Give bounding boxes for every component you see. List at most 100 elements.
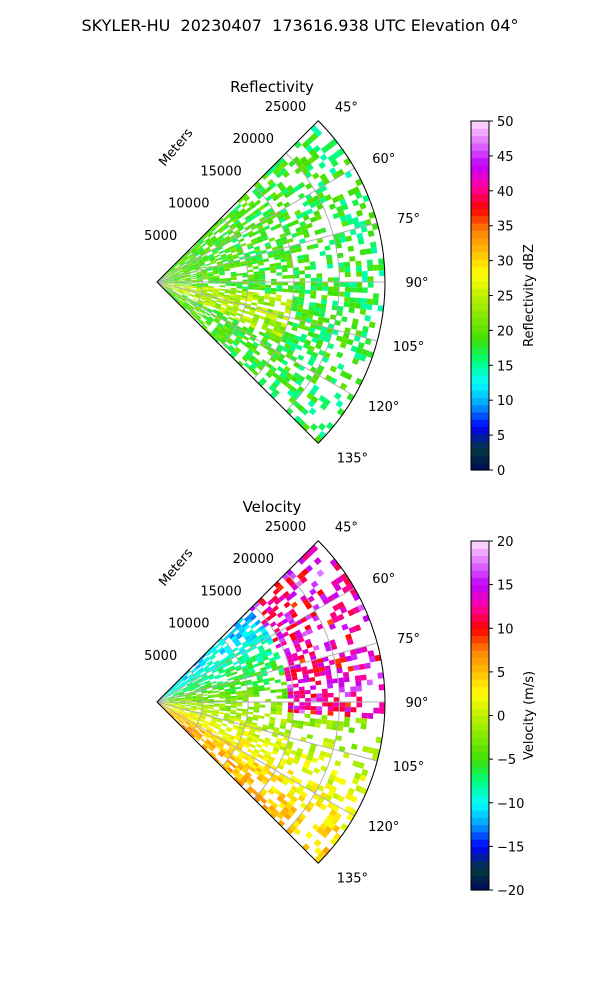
colorbar-tick-label: 30 xyxy=(497,255,514,270)
colorbar-segment xyxy=(471,824,489,833)
azimuth-tick-label: 45° xyxy=(335,101,358,116)
colorbar-segment xyxy=(471,375,489,384)
range-tick-label: 15000 xyxy=(200,164,241,179)
sector-frame xyxy=(156,120,386,444)
colorbar-segment xyxy=(471,266,489,275)
colorbar-segment xyxy=(471,613,489,622)
colorbar-segment xyxy=(471,860,489,869)
colorbar-tick-label: 20 xyxy=(497,535,514,550)
range-tick-label: 10000 xyxy=(168,617,209,632)
colorbar-segment xyxy=(471,244,489,253)
colorbar-segment xyxy=(471,179,489,188)
colorbar-segment xyxy=(471,839,489,847)
range-tick-label: 5000 xyxy=(144,649,177,664)
colorbar-tick-label: 50 xyxy=(497,115,514,130)
colorbar-segment xyxy=(471,230,489,238)
colorbar-tick-label: 45 xyxy=(497,150,514,165)
colorbar-segment xyxy=(471,273,489,282)
colorbar-segment xyxy=(471,773,489,782)
azimuth-tick-label: 135° xyxy=(337,451,368,466)
azimuth-tick-label: 75° xyxy=(397,632,420,647)
colorbar: −20 −15 −10 −5 0 5 10 15 20 Velocity (m/s) xyxy=(470,535,537,899)
colorbar-tick-label: −15 xyxy=(497,840,524,855)
colorbar-segment xyxy=(471,455,489,464)
colorbar-segment xyxy=(471,397,489,406)
colorbar-segment xyxy=(471,419,489,427)
colorbar-tick-label: −20 xyxy=(497,884,524,899)
colorbar-segment xyxy=(471,171,489,180)
colorbar-segment xyxy=(471,295,489,304)
colorbar-segment xyxy=(471,628,489,637)
colorbar-tick-label: 20 xyxy=(497,324,514,339)
azimuth-tick-label: 105° xyxy=(393,340,424,355)
azimuth-tick-label: 120° xyxy=(368,820,399,835)
colorbar-segment xyxy=(471,310,489,318)
colorbar-tick-label: 10 xyxy=(497,394,514,409)
colorbar-segment xyxy=(471,448,489,457)
colorbar-tick-label: 35 xyxy=(497,220,514,235)
colorbar-segment xyxy=(471,317,489,326)
colorbar-segment xyxy=(471,215,489,224)
colorbar-segment xyxy=(471,744,489,753)
range-tick-label: 25000 xyxy=(265,100,306,115)
panel-title: Reflectivity xyxy=(230,78,314,96)
radar-returns xyxy=(157,124,385,444)
colorbar-segment xyxy=(471,715,489,724)
colorbar-segment xyxy=(471,737,489,746)
azimuth-tick-label: 90° xyxy=(405,276,428,291)
azimuth-tick-label: 45° xyxy=(335,521,358,536)
colorbar-segment xyxy=(471,700,489,709)
colorbar-segment xyxy=(471,642,489,651)
colorbar-segment xyxy=(471,548,489,557)
azimuth-spoke xyxy=(156,642,378,703)
colorbar-segment xyxy=(471,766,489,775)
colorbar-tick-label: 0 xyxy=(497,710,505,725)
colorbar-segment xyxy=(471,868,489,877)
colorbar-segment xyxy=(471,208,489,217)
colorbar-segment xyxy=(471,541,489,549)
colorbar-segment xyxy=(471,128,489,137)
colorbar: 0 5 10 15 20 25 30 35 40 45 50 Reflectivity dBZ xyxy=(470,115,537,479)
azimuth-spoke xyxy=(156,222,378,283)
colorbar-tick-label: 10 xyxy=(497,622,514,637)
colorbar-segment xyxy=(471,360,489,369)
colorbar-segment xyxy=(471,426,489,435)
colorbar-segment xyxy=(471,193,489,202)
colorbar-segment xyxy=(471,142,489,151)
colorbar-segment xyxy=(471,686,489,695)
colorbar-label: Reflectivity dBZ xyxy=(522,244,537,347)
azimuth-spoke xyxy=(156,281,378,342)
colorbar-segment xyxy=(471,121,489,129)
colorbar-segment xyxy=(471,650,489,658)
colorbar-segment xyxy=(471,671,489,680)
colorbar-tick-label: 5 xyxy=(497,429,505,444)
azimuth-tick-label: 135° xyxy=(337,871,368,886)
colorbar-segment xyxy=(471,440,489,449)
colorbar-segment xyxy=(471,390,489,398)
colorbar-segment xyxy=(471,382,489,391)
colorbar-tick-label: −5 xyxy=(497,753,516,768)
azimuth-spoke xyxy=(156,701,355,817)
azimuth-tick-label: 105° xyxy=(393,760,424,775)
colorbar-segment xyxy=(471,555,489,564)
colorbar-segment xyxy=(471,135,489,144)
colorbar-segment xyxy=(471,599,489,608)
colorbar-segment xyxy=(471,730,489,738)
azimuth-spoke xyxy=(156,281,355,397)
range-tick-label: 15000 xyxy=(200,584,241,599)
figure-title: SKYLER-HU 20230407 173616.938 UTC Elevat… xyxy=(81,16,519,35)
range-axis-label: Meters xyxy=(156,126,196,170)
range-axis-label: Meters xyxy=(156,546,196,590)
colorbar-segment xyxy=(471,802,489,811)
colorbar-segment xyxy=(471,810,489,818)
radar-panel-velocity: Velocity 45° 60° 75° 90° 105° 120° 135° 5000 1000… xyxy=(144,498,537,899)
colorbar-segment xyxy=(471,875,489,884)
colorbar-segment xyxy=(471,817,489,826)
colorbar-segment xyxy=(471,679,489,688)
radar-panel-reflectivity: Reflectivity45°60°75°90°105°120°135°5000… xyxy=(144,78,537,479)
colorbar-segment xyxy=(471,237,489,246)
colorbar-segment xyxy=(471,339,489,347)
colorbar-segment xyxy=(471,280,489,289)
colorbar-segment xyxy=(471,591,489,600)
colorbar-segment xyxy=(471,346,489,355)
